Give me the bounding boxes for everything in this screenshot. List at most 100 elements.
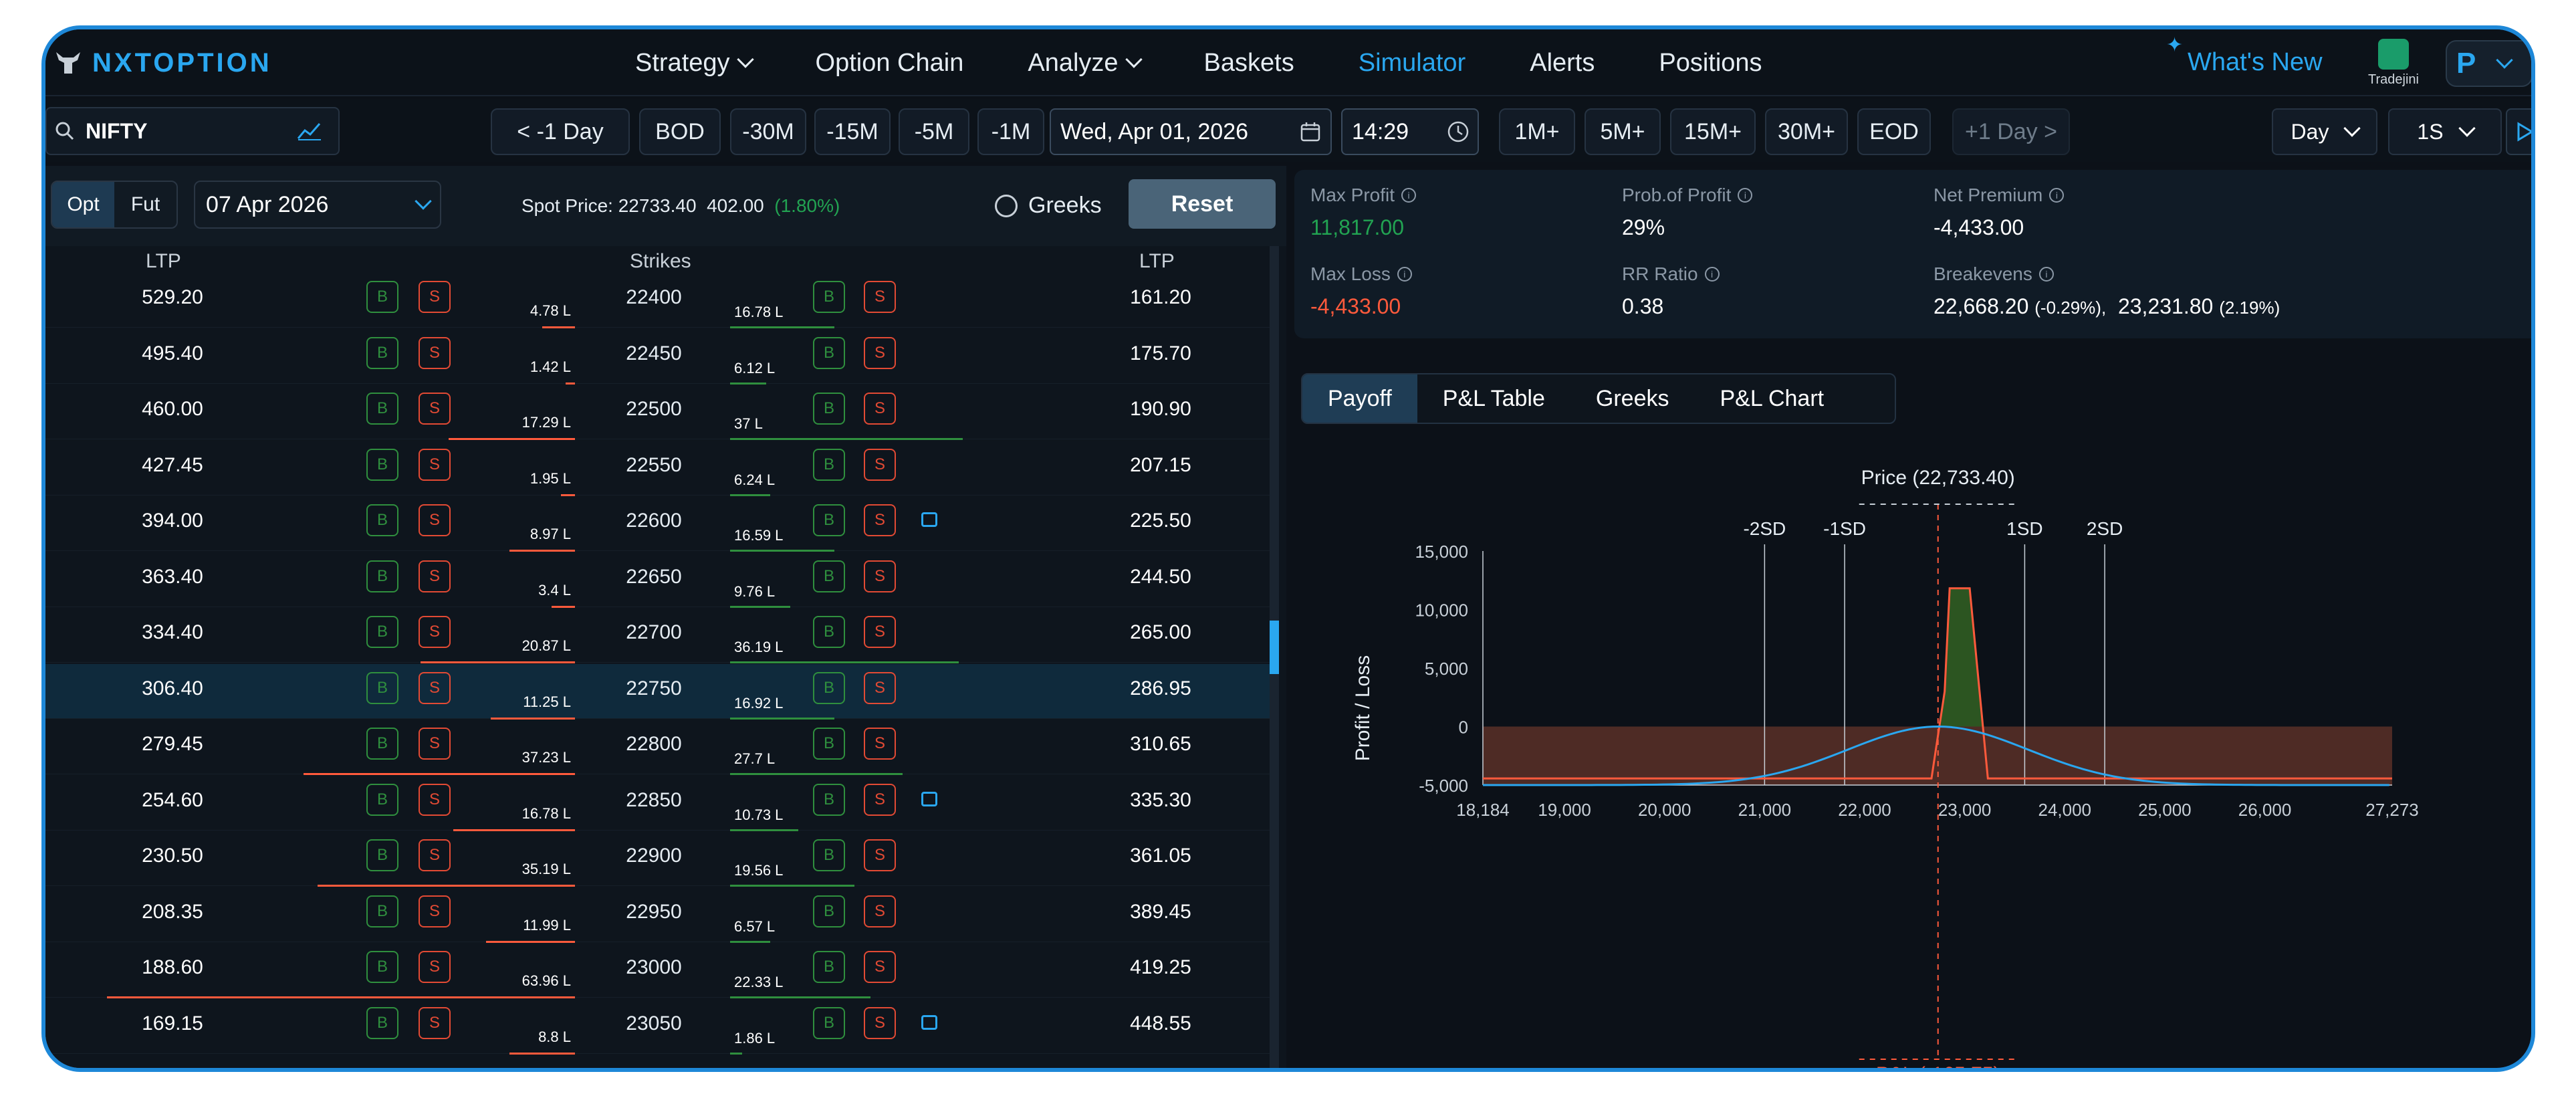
put-buy-button[interactable]: B	[813, 895, 845, 927]
call-buy-button[interactable]: B	[366, 895, 398, 927]
put-sell-button[interactable]: S	[864, 448, 896, 481]
scrollbar-thumb[interactable]	[1270, 621, 1279, 674]
time-step-button[interactable]: -30M	[730, 108, 806, 155]
info-icon[interactable]: i	[1401, 188, 1417, 203]
call-sell-button[interactable]: S	[419, 281, 451, 313]
info-icon[interactable]: i	[1738, 188, 1753, 203]
call-buy-button[interactable]: B	[366, 336, 398, 369]
call-sell-button[interactable]: S	[419, 448, 451, 481]
put-sell-button[interactable]: S	[864, 616, 896, 648]
chain-row[interactable]: 279.45 B S 37.23 L 22800 27.7 L B S 310.65	[45, 720, 1276, 775]
tab-p-l-table[interactable]: P&L Table	[1442, 385, 1545, 411]
whats-new-link[interactable]: What's New	[2188, 48, 2323, 76]
chain-row[interactable]: 306.40 B S 11.25 L 22750 16.92 L B S 286.95	[45, 663, 1276, 720]
call-sell-button[interactable]: S	[419, 728, 451, 760]
symbol-search[interactable]: NIFTY	[45, 107, 340, 155]
prev-day-button[interactable]: < -1 Day	[491, 108, 630, 155]
call-buy-button[interactable]: B	[366, 281, 398, 313]
put-sell-button[interactable]: S	[864, 504, 896, 536]
put-sell-button[interactable]: S	[864, 281, 896, 313]
put-buy-button[interactable]: B	[813, 671, 845, 704]
put-sell-button[interactable]: S	[864, 336, 896, 369]
call-buy-button[interactable]: B	[366, 504, 398, 536]
chain-row[interactable]: 495.40 B S 1.42 L 22450 6.12 L B S 175.70	[45, 329, 1276, 385]
reset-button[interactable]: Reset	[1129, 179, 1276, 229]
call-sell-button[interactable]: S	[419, 895, 451, 927]
call-sell-button[interactable]: S	[419, 1006, 451, 1039]
call-buy-button[interactable]: B	[366, 839, 398, 871]
chain-scrollbar[interactable]	[1270, 246, 1279, 1068]
call-buy-button[interactable]: B	[366, 393, 398, 425]
fut-toggle[interactable]: Fut	[130, 193, 160, 215]
put-sell-button[interactable]: S	[864, 393, 896, 425]
call-buy-button[interactable]: B	[366, 616, 398, 648]
nav-alerts[interactable]: Alerts	[1530, 49, 1595, 78]
call-sell-button[interactable]: S	[419, 839, 451, 871]
next-day-button[interactable]: +1 Day >	[1952, 108, 2070, 155]
chain-row[interactable]: 334.40 B S 20.87 L 22700 36.19 L B S 265.00	[45, 608, 1276, 663]
put-buy-button[interactable]: B	[813, 839, 845, 871]
chain-row[interactable]: 188.60 B S 63.96 L 23000 22.33 L B S 419.25	[45, 943, 1276, 998]
info-icon[interactable]: i	[1397, 267, 1412, 282]
tab-greeks[interactable]: Greeks	[1595, 385, 1669, 411]
basket-icon[interactable]	[921, 791, 937, 806]
time-step-button[interactable]: 15M+	[1670, 108, 1756, 155]
time-step-button[interactable]: BOD	[639, 108, 721, 155]
put-buy-button[interactable]: B	[813, 783, 845, 816]
chain-row[interactable]: 460.00 B S 17.29 L 22500 37 L B S 190.90	[45, 385, 1276, 440]
call-buy-button[interactable]: B	[366, 728, 398, 760]
call-buy-button[interactable]: B	[366, 951, 398, 983]
put-buy-button[interactable]: B	[813, 504, 845, 536]
call-buy-button[interactable]: B	[366, 1006, 398, 1039]
time-picker[interactable]: 14:29	[1341, 108, 1479, 155]
put-sell-button[interactable]: S	[864, 895, 896, 927]
call-sell-button[interactable]: S	[419, 616, 451, 648]
call-sell-button[interactable]: S	[419, 671, 451, 704]
expiry-select[interactable]: 07 Apr 2026	[194, 181, 441, 229]
put-buy-button[interactable]: B	[813, 1006, 845, 1039]
tab-payoff[interactable]: Payoff	[1302, 374, 1417, 423]
call-buy-button[interactable]: B	[366, 783, 398, 816]
time-step-button[interactable]: 5M+	[1585, 108, 1661, 155]
payoff-chart[interactable]: 15,000 10,000 5,000 0 -5,000 18,184 19,000 20,0…	[1289, 444, 2535, 1072]
nav-strategy[interactable]: Strategy	[635, 49, 754, 78]
basket-icon[interactable]	[921, 512, 937, 527]
timeframe-select[interactable]: Day	[2272, 108, 2377, 155]
put-buy-button[interactable]: B	[813, 336, 845, 369]
put-sell-button[interactable]: S	[864, 783, 896, 816]
time-step-button[interactable]: EOD	[1857, 108, 1931, 155]
time-step-button[interactable]: -1M	[977, 108, 1044, 155]
call-sell-button[interactable]: S	[419, 951, 451, 983]
nav-positions[interactable]: Positions	[1659, 49, 1762, 78]
broker-badge[interactable]: Tradejini	[2365, 39, 2422, 88]
call-buy-button[interactable]: B	[366, 671, 398, 704]
greeks-radio[interactable]: Greeks	[995, 193, 1102, 219]
info-icon[interactable]: i	[1704, 267, 1720, 282]
call-sell-button[interactable]: S	[419, 504, 451, 536]
put-buy-button[interactable]: B	[813, 560, 845, 592]
call-sell-button[interactable]: S	[419, 336, 451, 369]
chain-row[interactable]: 529.20 B S 4.78 L 22400 16.78 L B S 161.20	[45, 273, 1276, 328]
put-sell-button[interactable]: S	[864, 1006, 896, 1039]
put-sell-button[interactable]: S	[864, 839, 896, 871]
nav-baskets[interactable]: Baskets	[1204, 49, 1294, 78]
put-sell-button[interactable]: S	[864, 560, 896, 592]
play-button[interactable]	[2506, 108, 2531, 155]
put-buy-button[interactable]: B	[813, 448, 845, 481]
call-sell-button[interactable]: S	[419, 783, 451, 816]
call-buy-button[interactable]: B	[366, 448, 398, 481]
call-buy-button[interactable]: B	[366, 560, 398, 592]
chain-row[interactable]: 427.45 B S 1.95 L 22550 6.24 L B S 207.15	[45, 441, 1276, 496]
chain-row[interactable]: 230.50 B S 35.19 L 22900 19.56 L B S 361.05	[45, 831, 1276, 887]
time-step-button[interactable]: 30M+	[1765, 108, 1848, 155]
opt-toggle[interactable]: Opt	[52, 182, 114, 227]
put-buy-button[interactable]: B	[813, 728, 845, 760]
chain-row[interactable]: 363.40 B S 3.4 L 22650 9.76 L B S 244.50	[45, 552, 1276, 608]
interval-select[interactable]: 1S	[2388, 108, 2502, 155]
put-buy-button[interactable]: B	[813, 616, 845, 648]
put-buy-button[interactable]: B	[813, 951, 845, 983]
instrument-toggle[interactable]: Opt Fut	[51, 181, 178, 229]
put-sell-button[interactable]: S	[864, 728, 896, 760]
call-sell-button[interactable]: S	[419, 393, 451, 425]
time-step-button[interactable]: -5M	[899, 108, 969, 155]
